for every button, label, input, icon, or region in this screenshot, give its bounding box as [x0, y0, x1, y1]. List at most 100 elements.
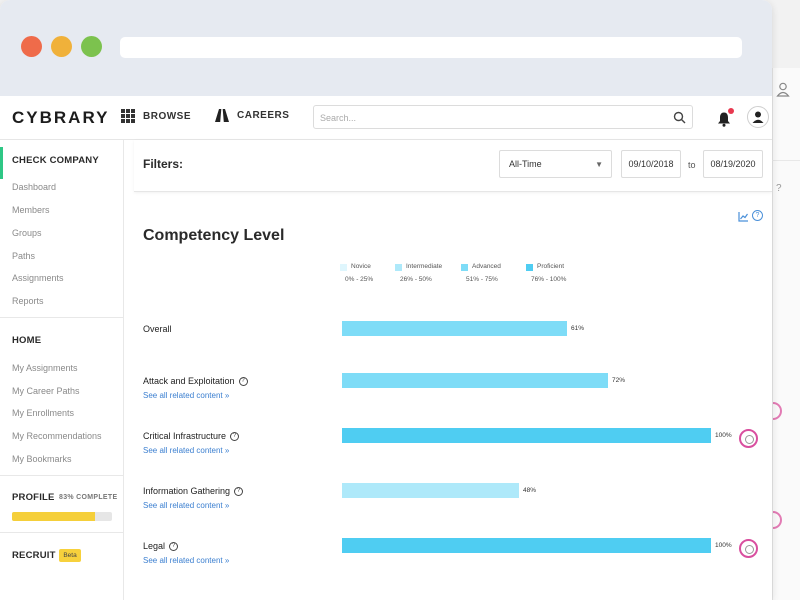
sidebar-divider [0, 532, 123, 533]
sidebar: CHECK COMPANY Dashboard Members Groups P… [0, 140, 124, 600]
legend-name: Novice [351, 263, 371, 270]
legend-range: 0% - 25% [345, 276, 374, 283]
competency-value: 100% [715, 542, 732, 549]
sidebar-heading-home[interactable]: HOME [12, 335, 42, 346]
maximize-window-button[interactable] [81, 36, 102, 57]
competency-row: Legal? See all related content » 100% [134, 538, 772, 585]
close-window-button[interactable] [21, 36, 42, 57]
search-input[interactable] [320, 110, 660, 125]
double-chevron-right-icon: » [224, 446, 230, 455]
time-range-value: All-Time [509, 159, 542, 169]
to-label: to [688, 160, 696, 170]
profile-progress-fill [12, 512, 95, 521]
competency-row: Information Gathering? See all related c… [134, 483, 772, 530]
search-icon[interactable] [673, 111, 686, 124]
user-icon [752, 111, 764, 123]
see-related-text: See all related content [143, 391, 223, 400]
time-range-select[interactable]: All-Time ▼ [499, 150, 612, 178]
competency-value: 48% [523, 487, 537, 494]
achievement-badge-icon[interactable] [739, 539, 758, 558]
sidebar-item-my-bookmarks[interactable]: My Bookmarks [12, 454, 72, 464]
profile-progress-bar [12, 512, 112, 521]
start-date-input[interactable]: 09/10/2018 [621, 150, 681, 178]
achievement-badge-icon[interactable] [739, 429, 758, 448]
profile-complete-text: 83% COMPLETE [59, 494, 118, 501]
competency-value: 100% [715, 432, 732, 439]
help-icon: ? [776, 183, 782, 194]
user-menu-button[interactable] [747, 106, 769, 128]
browser-titlebar [0, 0, 772, 96]
competency-card: Competency Level ? Novice 0% - 25% Inter… [134, 200, 772, 600]
browse-label: BROWSE [143, 110, 191, 122]
help-icon[interactable]: ? [230, 431, 240, 441]
sidebar-divider [0, 317, 123, 318]
see-related-link[interactable]: See all related content » [143, 556, 229, 565]
sidebar-item-my-recommendations[interactable]: My Recommendations [12, 431, 102, 441]
logo[interactable]: CYBRARY [12, 108, 110, 127]
browser-window: CYBRARY BROWSE CAREERS CHECK COMPANY Das… [0, 0, 772, 600]
see-related-text: See all related content [143, 556, 223, 565]
double-chevron-right-icon: » [224, 556, 230, 565]
help-icon[interactable]: ? [169, 541, 179, 551]
help-icon[interactable]: ? [234, 486, 244, 496]
competency-name: Attack and Exploitation [143, 376, 235, 386]
legend-name: Advanced [472, 263, 501, 270]
competency-row: Attack and Exploitation? See all related… [134, 373, 772, 420]
competency-value: 72% [612, 377, 626, 384]
road-icon [215, 109, 229, 122]
double-chevron-right-icon: » [224, 391, 230, 400]
help-icon[interactable]: ? [238, 376, 248, 386]
browse-button[interactable]: BROWSE [121, 109, 191, 123]
sidebar-item-reports[interactable]: Reports [12, 296, 44, 306]
see-related-link[interactable]: See all related content » [143, 391, 229, 400]
competency-bar [342, 483, 519, 498]
help-icon[interactable]: ? [752, 210, 763, 221]
see-related-link[interactable]: See all related content » [143, 501, 229, 510]
legend-range: 76% - 100% [531, 276, 567, 283]
competency-value: 61% [571, 325, 585, 332]
competency-label: Information Gathering? [143, 486, 244, 496]
legend-range: 51% - 75% [466, 276, 498, 283]
address-bar[interactable] [120, 37, 742, 58]
divider [772, 160, 800, 161]
sidebar-item-paths[interactable]: Paths [12, 251, 36, 261]
person-icon [776, 82, 790, 97]
sidebar-divider [0, 475, 123, 476]
sidebar-item-my-career-paths[interactable]: My Career Paths [12, 386, 80, 396]
competency-name: Overall [143, 324, 172, 334]
legend-swatch [461, 264, 468, 271]
legend-swatch [395, 264, 402, 271]
top-nav: CYBRARY BROWSE CAREERS [0, 96, 772, 140]
sidebar-item-my-enrollments[interactable]: My Enrollments [12, 408, 75, 418]
sidebar-item-dashboard[interactable]: Dashboard [12, 182, 57, 192]
filter-bar: Filters: All-Time ▼ 09/10/2018 to 08/19/… [134, 140, 772, 192]
bell-icon[interactable] [716, 111, 732, 127]
chart-icon[interactable] [738, 211, 749, 222]
careers-button[interactable]: CAREERS [215, 109, 289, 122]
end-date-input[interactable]: 08/19/2020 [703, 150, 763, 178]
competency-label: Legal? [143, 541, 179, 551]
see-related-text: See all related content [143, 446, 223, 455]
card-title: Competency Level [143, 227, 285, 244]
competency-row: Overall 61% [134, 321, 772, 368]
active-indicator [0, 147, 3, 179]
sidebar-item-assignments[interactable]: Assignments [12, 273, 64, 283]
legend-swatch [340, 264, 347, 271]
see-related-link[interactable]: See all related content » [143, 446, 229, 455]
sidebar-item-groups[interactable]: Groups [12, 228, 42, 238]
sidebar-heading-recruit[interactable]: RECRUIT [12, 550, 56, 561]
search-field [313, 105, 693, 129]
grid-icon [121, 109, 135, 123]
careers-label: CAREERS [237, 110, 290, 121]
minimize-window-button[interactable] [51, 36, 72, 57]
competency-name: Legal [143, 541, 166, 551]
sidebar-item-my-assignments[interactable]: My Assignments [12, 363, 78, 373]
competency-name: Information Gathering [143, 486, 231, 496]
sidebar-heading-profile[interactable]: PROFILE [12, 492, 55, 503]
see-related-text: See all related content [143, 501, 223, 510]
legend-range: 26% - 50% [400, 276, 432, 283]
competency-label: Overall [143, 324, 172, 334]
sidebar-heading-company[interactable]: CHECK COMPANY [12, 155, 99, 166]
sidebar-item-members[interactable]: Members [12, 205, 50, 215]
legend-swatch [526, 264, 533, 271]
